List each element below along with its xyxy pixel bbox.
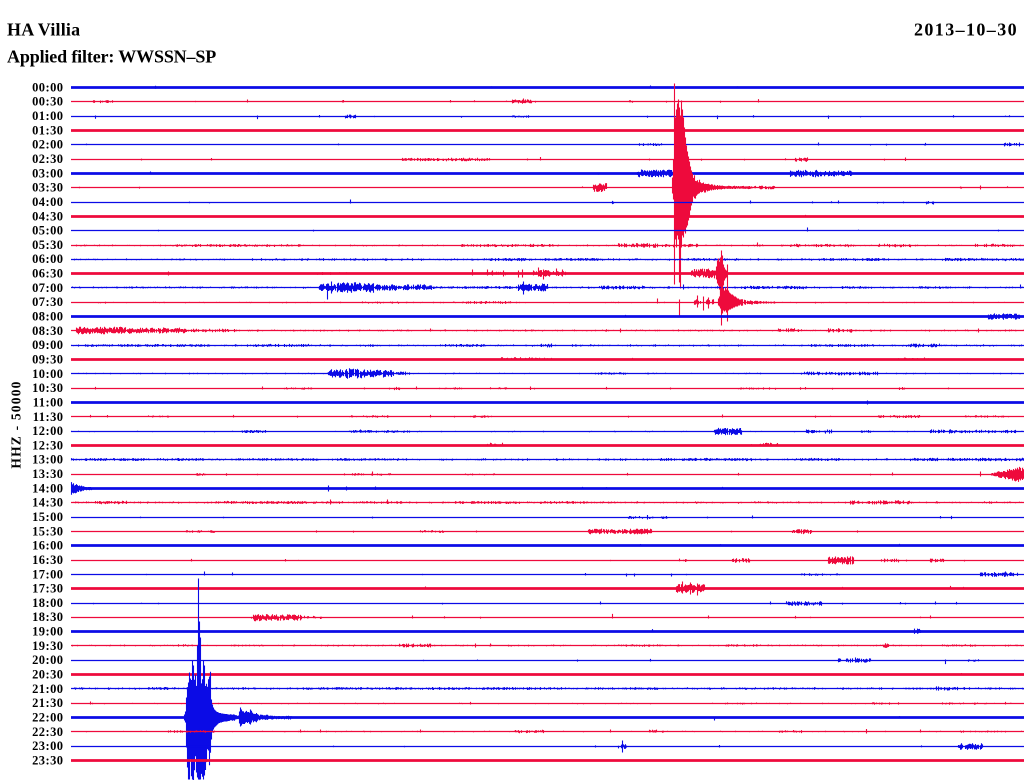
svg-text:18:00: 18:00 (32, 596, 63, 610)
svg-text:11:00: 11:00 (33, 395, 64, 409)
svg-text:02:30: 02:30 (32, 152, 63, 166)
svg-text:06:00: 06:00 (32, 252, 63, 266)
svg-text:21:30: 21:30 (32, 696, 63, 710)
svg-text:03:30: 03:30 (32, 181, 63, 195)
svg-text:21:00: 21:00 (32, 682, 63, 696)
svg-text:14:30: 14:30 (32, 496, 63, 510)
svg-text:05:00: 05:00 (32, 224, 63, 238)
svg-text:00:30: 00:30 (32, 95, 63, 109)
svg-text:HHZ - 50000: HHZ - 50000 (9, 380, 24, 468)
svg-text:13:30: 13:30 (32, 467, 63, 481)
svg-text:01:00: 01:00 (32, 109, 63, 123)
svg-text:16:00: 16:00 (32, 539, 63, 553)
svg-text:03:00: 03:00 (32, 166, 63, 180)
svg-text:15:30: 15:30 (32, 524, 63, 538)
svg-text:00:00: 00:00 (32, 80, 63, 94)
svg-text:2013–10–30: 2013–10–30 (914, 20, 1018, 40)
svg-text:01:30: 01:30 (32, 123, 63, 137)
svg-text:15:00: 15:00 (32, 510, 63, 524)
svg-text:14:00: 14:00 (32, 481, 63, 495)
svg-text:12:30: 12:30 (32, 438, 63, 452)
svg-text:09:30: 09:30 (32, 353, 63, 367)
svg-text:Applied filter: WWSSN–SP: Applied filter: WWSSN–SP (7, 47, 216, 67)
svg-text:09:00: 09:00 (32, 338, 63, 352)
svg-text:13:00: 13:00 (32, 453, 63, 467)
svg-text:20:00: 20:00 (32, 653, 63, 667)
svg-text:17:00: 17:00 (32, 567, 63, 581)
svg-text:19:00: 19:00 (32, 625, 63, 639)
svg-text:22:00: 22:00 (32, 711, 63, 725)
svg-text:08:00: 08:00 (32, 310, 63, 324)
svg-text:23:30: 23:30 (32, 753, 63, 767)
svg-text:22:30: 22:30 (32, 725, 63, 739)
svg-text:12:00: 12:00 (32, 424, 63, 438)
svg-text:07:30: 07:30 (32, 295, 63, 309)
svg-text:06:30: 06:30 (32, 267, 63, 281)
svg-text:07:00: 07:00 (32, 281, 63, 295)
svg-text:02:00: 02:00 (32, 138, 63, 152)
svg-text:HA Villia: HA Villia (7, 20, 80, 40)
svg-text:23:00: 23:00 (32, 739, 63, 753)
svg-text:20:30: 20:30 (32, 668, 63, 682)
svg-text:18:30: 18:30 (32, 610, 63, 624)
svg-text:19:30: 19:30 (32, 639, 63, 653)
svg-text:05:30: 05:30 (32, 238, 63, 252)
svg-text:11:30: 11:30 (33, 410, 64, 424)
svg-text:08:30: 08:30 (32, 324, 63, 338)
svg-text:16:30: 16:30 (32, 553, 63, 567)
svg-text:10:00: 10:00 (32, 367, 63, 381)
svg-text:04:30: 04:30 (32, 209, 63, 223)
svg-text:04:00: 04:00 (32, 195, 63, 209)
svg-text:17:30: 17:30 (32, 582, 63, 596)
svg-text:10:30: 10:30 (32, 381, 63, 395)
